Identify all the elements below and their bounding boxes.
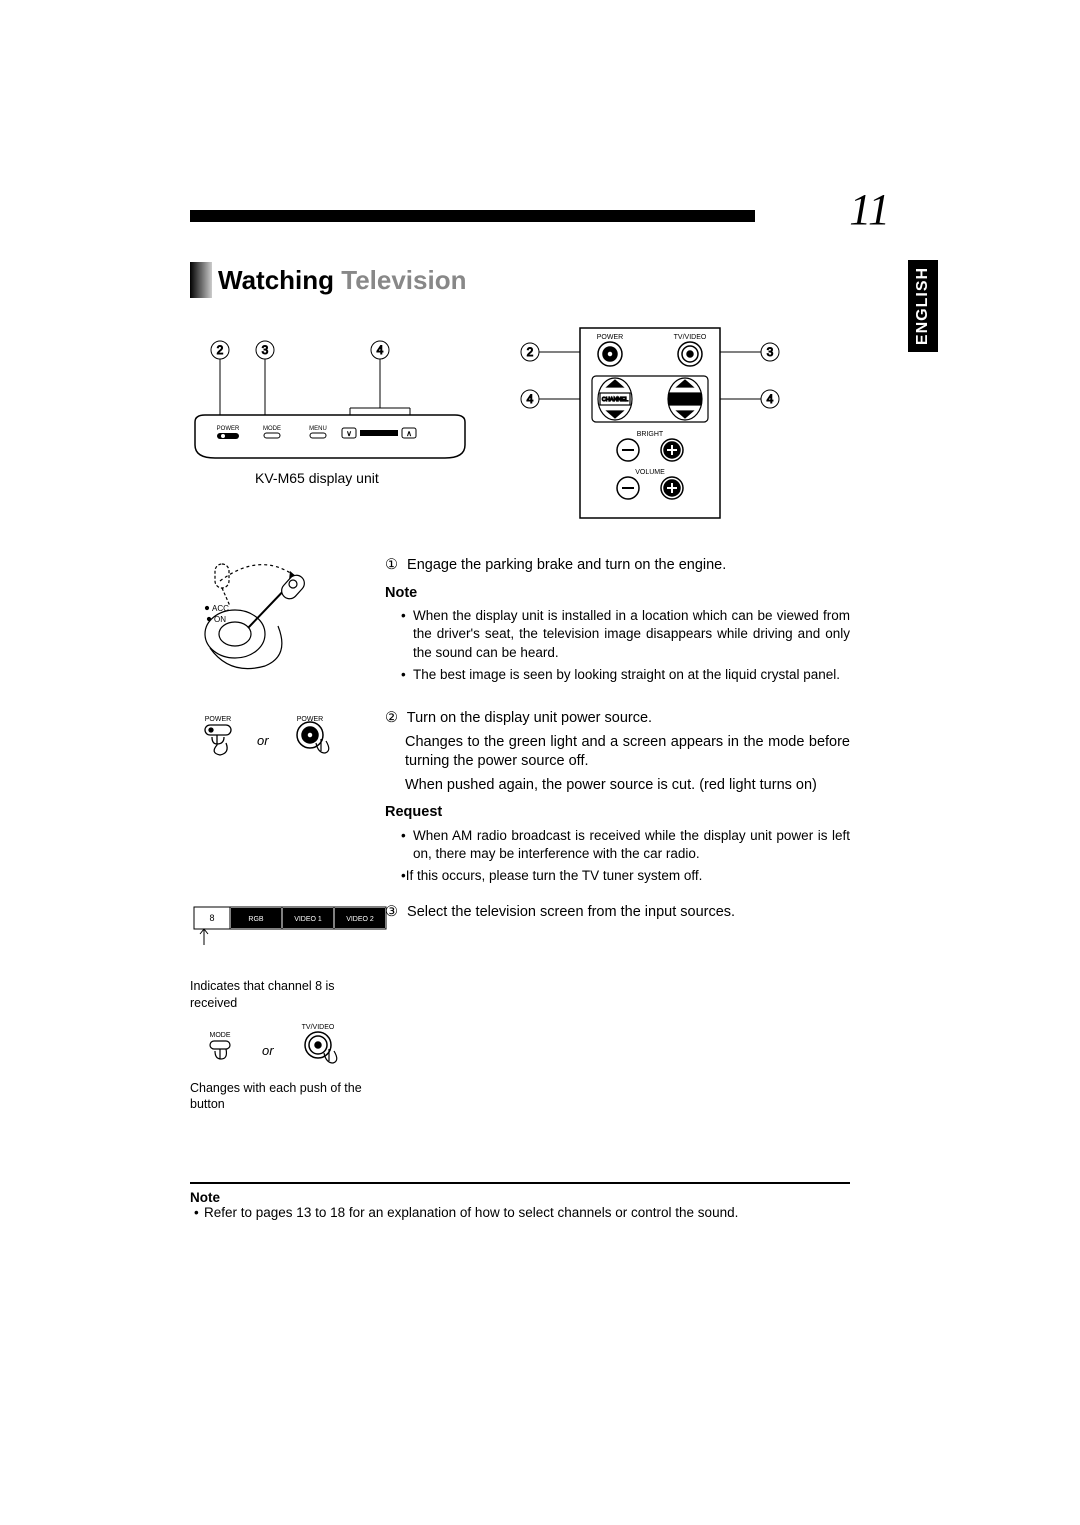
step3-text: Select the television screen from the in… <box>407 904 735 920</box>
mode-button-icons: MODE or TV/VIDEO <box>190 1017 390 1075</box>
step2-num: ② <box>385 709 403 729</box>
request-heading: Request <box>385 803 850 823</box>
svg-text:POWER: POWER <box>597 334 623 341</box>
manual-page: 11 Watching Television ENGLISH 2 3 4 <box>190 210 890 1220</box>
ignition-diagram: ACC ON <box>190 556 340 686</box>
svg-text:ACC: ACC <box>212 604 229 613</box>
step-2: POWER or POWER ② Turn on the display uni… <box>190 709 890 889</box>
svg-text:2: 2 <box>217 343 224 357</box>
svg-text:4: 4 <box>527 392 534 406</box>
step-1: ACC ON ① Engage the parking brake and tu… <box>190 556 890 691</box>
svg-text:8: 8 <box>209 913 214 923</box>
svg-text:BRIGHT: BRIGHT <box>637 431 664 438</box>
note2-text: The best image is seen by looking straig… <box>385 666 850 684</box>
page-number: 11 <box>849 184 890 235</box>
language-tab-label: ENGLISH <box>914 267 932 345</box>
footnote-head: Note <box>190 1190 890 1205</box>
svg-text:MODE: MODE <box>210 1032 231 1039</box>
svg-text:4: 4 <box>377 343 384 357</box>
footnote: Note Refer to pages 13 to 18 for an expl… <box>190 1190 890 1220</box>
svg-text:VIDEO 1: VIDEO 1 <box>294 916 322 923</box>
svg-text:∧: ∧ <box>406 429 412 438</box>
svg-text:RGB: RGB <box>248 916 264 923</box>
svg-text:or: or <box>262 1043 274 1058</box>
screen-indicator-diagram: 8 RGB VIDEO 1 VIDEO 2 <box>190 903 390 973</box>
step3-num: ③ <box>385 903 403 923</box>
power-button-icons: POWER or POWER <box>190 709 370 769</box>
svg-text:2: 2 <box>527 345 534 359</box>
svg-text:VOLUME: VOLUME <box>635 469 665 476</box>
step-3: 8 RGB VIDEO 1 VIDEO 2 Indicates that cha… <box>190 903 890 1112</box>
remote-diagram: 2 3 4 4 POWER TV/VIDEO <box>510 324 790 524</box>
language-tab: ENGLISH <box>908 260 938 352</box>
divider <box>190 1182 850 1184</box>
step1-num: ① <box>385 556 403 576</box>
request-line1: When AM radio broadcast is received whil… <box>385 827 850 863</box>
footnote-body: Refer to pages 13 to 18 for an explanati… <box>190 1205 890 1220</box>
svg-text:MENU: MENU <box>309 426 327 432</box>
svg-text:MODE: MODE <box>263 426 281 432</box>
indicator-caption: Indicates that channel 8 is received <box>190 978 360 1011</box>
svg-text:∨: ∨ <box>346 429 352 438</box>
svg-text:3: 3 <box>767 345 774 359</box>
svg-text:POWER: POWER <box>217 426 240 432</box>
step2-line3: When pushed again, the power source is c… <box>385 776 850 796</box>
note1-text: When the display unit is installed in a … <box>385 607 850 662</box>
display-unit-diagram: 2 3 4 POWER MODE MENU <box>180 330 490 490</box>
step2-line1: Turn on the display unit power source. <box>407 710 652 726</box>
step1-text: Engage the parking brake and turn on the… <box>407 557 726 573</box>
svg-text:3: 3 <box>262 343 269 357</box>
changes-caption: Changes with each push of the button <box>190 1080 385 1113</box>
step2-line2: Changes to the green light and a screen … <box>385 733 850 772</box>
svg-text:TV/VIDEO: TV/VIDEO <box>302 1024 335 1031</box>
svg-text:ON: ON <box>214 615 226 624</box>
svg-text:TV/VIDEO: TV/VIDEO <box>674 334 707 341</box>
heading-part1: Watching <box>218 265 334 295</box>
svg-text:4: 4 <box>767 392 774 406</box>
request-line2: If this occurs, please turn the TV tuner… <box>406 868 703 883</box>
section-heading: Watching Television <box>190 260 890 300</box>
top-bar: 11 <box>190 210 890 260</box>
svg-text:AUTO STORE: AUTO STORE <box>669 397 702 403</box>
note-heading: Note <box>385 584 850 604</box>
decorative-bar <box>190 210 755 222</box>
svg-text:VIDEO 2: VIDEO 2 <box>346 916 374 923</box>
heading-gradient <box>190 262 212 298</box>
svg-text:CHANNEL: CHANNEL <box>602 397 628 403</box>
svg-text:or: or <box>257 733 269 748</box>
display-unit-caption: KV-M65 display unit <box>255 470 379 486</box>
diagram-row: 2 3 4 POWER MODE MENU <box>190 330 890 550</box>
svg-text:POWER: POWER <box>205 716 231 723</box>
heading-part2: Television <box>334 265 466 295</box>
